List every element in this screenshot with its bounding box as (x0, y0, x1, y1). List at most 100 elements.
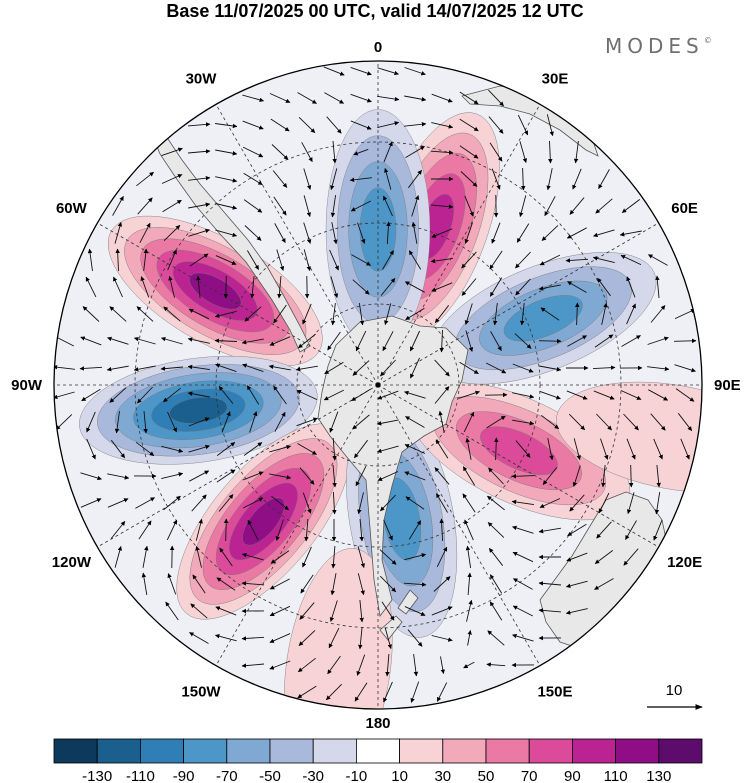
wind-vector (567, 335, 587, 347)
longitude-label: 60E (671, 200, 698, 217)
wind-vector (431, 122, 454, 129)
wind-vector (513, 578, 533, 590)
wind-vector (680, 438, 690, 460)
map-title: Base 11/07/2025 00 UTC, valid 14/07/2025… (166, 1, 584, 21)
wind-vector (539, 498, 561, 508)
wind-vector (411, 221, 418, 244)
wind-vector (218, 494, 234, 512)
wind-vector (656, 465, 661, 488)
wind-vector (436, 682, 448, 702)
wind-vector (241, 581, 265, 586)
wind-vector (404, 553, 427, 561)
wind-vector (377, 390, 399, 400)
wind-vector (648, 254, 668, 266)
wind-vector (303, 222, 312, 244)
wind-vector (625, 520, 637, 540)
wind-vector (514, 333, 532, 349)
wind-vector (54, 391, 75, 400)
wind-vector (215, 255, 237, 265)
wind-vector (512, 419, 535, 426)
wind-vector (458, 390, 480, 399)
wind-vector (431, 93, 453, 103)
wind-vector (187, 391, 210, 398)
brand-copyright: © (703, 36, 712, 45)
wind-vector (82, 306, 100, 322)
longitude-labels: 0 30E 60E 90E 120E 150E 180 150W 120W 90W 60W 30W (11, 39, 741, 732)
wind-vector (596, 521, 612, 539)
wind-vector (464, 195, 474, 217)
wind-vector (329, 411, 339, 433)
colorbar-swatch (312, 738, 357, 764)
wind-vector (106, 365, 129, 372)
wind-vector (413, 654, 419, 677)
wind-vector (355, 465, 367, 487)
longitude-label: 0 (374, 39, 382, 56)
wind-vector (350, 120, 372, 130)
wind-vector (488, 89, 504, 107)
colorbar-tick-label: -110 (126, 768, 155, 783)
wind-vector (598, 492, 610, 514)
wind-vector (487, 630, 505, 646)
colorbar-swatch (572, 738, 617, 764)
wind-vector (188, 444, 210, 453)
wind-vector (215, 229, 238, 238)
wind-vector (600, 438, 609, 460)
contour-fill (556, 381, 702, 493)
wind-vector (114, 545, 123, 568)
wind-vector (87, 248, 93, 271)
wind-vector (189, 632, 209, 644)
wind-vector (216, 577, 236, 591)
wind-vector (623, 413, 639, 431)
wind-vector (303, 195, 312, 218)
wind-vector (137, 386, 153, 404)
colorbar-tick-label: -30 (302, 768, 324, 783)
wind-vector (332, 464, 337, 488)
wind-vector (216, 469, 236, 483)
wind-vector (383, 167, 392, 190)
wind-vector (381, 601, 395, 621)
wind-vector (190, 603, 208, 619)
wind-vector (167, 411, 177, 433)
wind-vector (403, 582, 427, 587)
contour-fill (503, 295, 583, 342)
wind-vector (626, 303, 636, 325)
wind-vector (140, 276, 150, 298)
wind-vector (139, 222, 151, 244)
wind-vector (404, 444, 426, 454)
wind-vector (465, 330, 474, 352)
wind-vector (547, 438, 554, 461)
meridian-line (377, 384, 541, 666)
wind-vector (358, 627, 363, 650)
wind-vector (242, 497, 264, 509)
wind-vector (380, 278, 396, 296)
wind-vector (162, 199, 182, 213)
colorbar-swatch (658, 738, 703, 764)
wind-vector (165, 601, 179, 621)
wind-vector (436, 493, 448, 513)
wind-vector (488, 116, 504, 134)
wind-vector (538, 338, 562, 344)
wind-vector (383, 195, 393, 217)
wind-vector (324, 361, 344, 375)
wind-vector (138, 520, 152, 540)
wind-vector (136, 171, 154, 187)
wind-vector (352, 279, 370, 295)
wind-vector (489, 250, 503, 270)
wind-vector (196, 275, 201, 298)
wind-vector (296, 417, 318, 427)
meridian-line (215, 384, 379, 666)
wind-vector (431, 282, 453, 292)
wind-vector (489, 601, 503, 621)
wind-vector (648, 389, 669, 401)
wind-vector (512, 633, 534, 642)
wind-vector (404, 95, 427, 102)
wind-vector (595, 198, 613, 214)
wind-vector (357, 546, 366, 569)
wind-vector (567, 281, 587, 293)
colorbar-tick-label: -90 (173, 768, 195, 783)
wind-vector (242, 363, 264, 373)
wind-vector (357, 222, 366, 244)
weak-positive (556, 381, 702, 493)
wind-vector (464, 303, 473, 325)
wind-vector (188, 175, 211, 181)
